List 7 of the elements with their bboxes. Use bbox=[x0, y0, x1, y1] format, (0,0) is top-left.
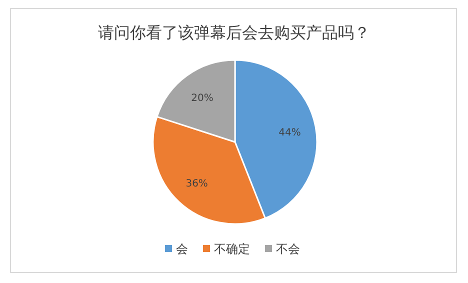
legend-label: 不确定 bbox=[214, 242, 250, 256]
data-label: 36% bbox=[186, 178, 208, 190]
data-label: 20% bbox=[191, 92, 214, 104]
data-label: 44% bbox=[278, 128, 301, 139]
legend-label: 会 bbox=[176, 242, 188, 256]
legend-label: 不会 bbox=[276, 242, 300, 256]
chart-title: 请问你看了该弹幕后会去购买产品吗？ bbox=[98, 23, 370, 42]
